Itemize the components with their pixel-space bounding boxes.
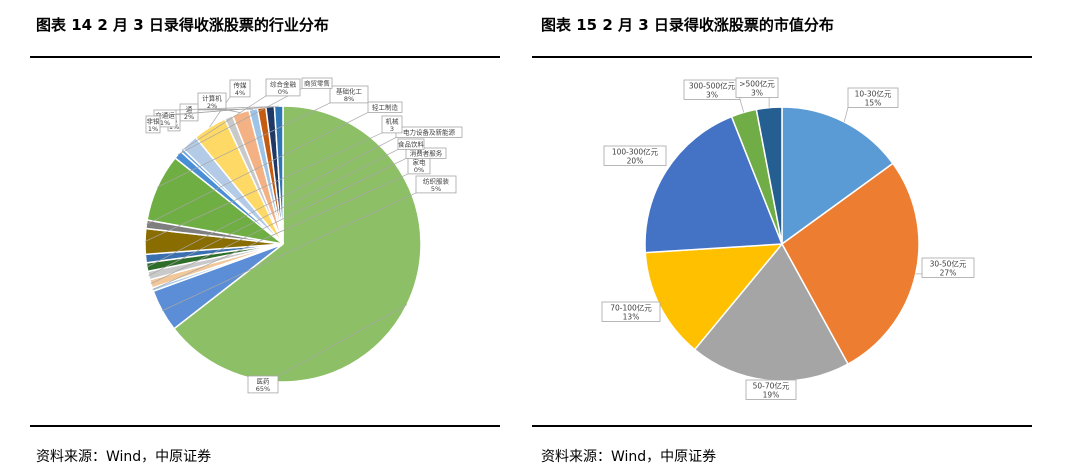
slice-name: 机械	[386, 116, 400, 125]
slice-name: 电力设备及新能源	[403, 127, 456, 136]
slice-name: >500亿元	[739, 79, 775, 89]
leader-line	[150, 158, 407, 285]
leader-line	[177, 88, 303, 155]
leader-line	[181, 95, 267, 151]
slice-percent: 1%	[148, 125, 158, 133]
slice-name: 综合金融	[270, 79, 297, 88]
leader-line	[146, 137, 397, 268]
slice-name: 50-70亿元	[753, 381, 790, 391]
slice-name: 消费者服务	[410, 148, 443, 157]
slice-percent: 27%	[940, 268, 957, 277]
slice-percent: 19%	[763, 390, 780, 399]
left-source-note: 资料来源：Wind，中原证券	[36, 449, 212, 465]
slice-percent: 8%	[344, 95, 354, 103]
slice-percent: 13%	[623, 312, 640, 321]
label-slice-8: 轻工制造	[367, 101, 403, 113]
label-slice-16: 通2%	[179, 103, 199, 122]
label-slice-5: 电力设备及新能源	[395, 126, 463, 138]
slice-name: 食品饮料	[398, 139, 425, 148]
leader-line	[162, 192, 417, 312]
label-slice-4: 食品饮料	[397, 138, 425, 150]
slice-percent: 1%	[160, 119, 170, 127]
slice-percent: 20%	[627, 156, 644, 165]
slice-name: 家电	[413, 157, 427, 166]
leader-line	[159, 105, 279, 117]
slice-name: 传媒	[234, 80, 248, 89]
slice-percent: 0%	[278, 88, 288, 96]
slice-name: 基础化工	[336, 86, 363, 95]
right-bottom-rule	[532, 425, 1032, 427]
leader-line	[146, 112, 369, 225]
slice-percent: 65%	[256, 385, 270, 393]
slice-percent: 3	[390, 125, 394, 133]
slice-percent: 2%	[207, 102, 217, 110]
slice-name: 计算机	[202, 93, 222, 102]
leader-line	[148, 149, 399, 276]
slice-name: 通	[186, 104, 193, 113]
label-slice-19: 非银1%	[145, 115, 161, 134]
slice-100-300	[644, 115, 784, 254]
leader-line	[175, 106, 271, 111]
slice-name: 300-500亿元	[689, 81, 736, 91]
slice-percent: 4%	[235, 89, 245, 97]
left-top-rule	[30, 56, 500, 58]
label-slice-3: 消费者服务	[405, 147, 447, 159]
slice-percent: 2%	[184, 113, 194, 121]
label-slice-7: 机械3	[381, 115, 403, 134]
right-source-note: 资料来源：Wind，中原证券	[541, 449, 717, 465]
label-slice-2: 家电0%	[407, 156, 431, 175]
slice-percent: 15%	[865, 98, 882, 107]
slice-30-50	[781, 162, 920, 366]
slice-name: 10-30亿元	[855, 89, 892, 99]
leader-line	[739, 99, 745, 113]
slice-name: 纺织服装	[423, 176, 450, 185]
slice-percent: 0%	[414, 166, 424, 174]
slice-name: 医药	[257, 376, 271, 385]
leader-line	[277, 304, 408, 377]
slice-name: 商贸零售	[304, 78, 330, 87]
pie-slices	[644, 106, 920, 382]
slice-name: 非银	[147, 116, 161, 125]
slice-percent: 5%	[431, 185, 441, 193]
slice-name: 轻工制造	[372, 102, 399, 111]
leader-line	[843, 107, 849, 123]
pie-labels: 医药65%纺织服装5%家电0%消费者服务食品饮料电力设备及新能源机械3轻工制造基…	[144, 77, 463, 394]
slice-name: 交通运	[155, 110, 175, 119]
slice-name: 100-300亿元	[612, 147, 659, 157]
leader-line	[209, 96, 231, 128]
pie-slices	[144, 105, 422, 383]
slice-name: 30-50亿元	[930, 259, 967, 269]
leader-line	[152, 173, 409, 290]
leader-line	[144, 132, 383, 242]
slice-percent: 3%	[706, 90, 718, 99]
label-slice-13: 传媒4%	[229, 79, 251, 98]
right-top-rule	[532, 56, 1032, 58]
left-chart-title: 图表 14 2 月 3 日录得收涨股票的行业分布	[36, 16, 329, 34]
right-chart-title: 图表 15 2 月 3 日录得收涨股票的市值分布	[541, 16, 834, 34]
label-slice-10: 商贸零售	[301, 77, 333, 89]
industry-pie-chart: 医药65%纺织服装5%家电0%消费者服务食品饮料电力设备及新能源机械3轻工制造基…	[144, 77, 463, 394]
left-bottom-rule	[30, 425, 500, 427]
leader-line	[157, 102, 331, 188]
slice-percent: 3%	[751, 88, 763, 97]
slice-name: 70-100亿元	[610, 303, 652, 313]
